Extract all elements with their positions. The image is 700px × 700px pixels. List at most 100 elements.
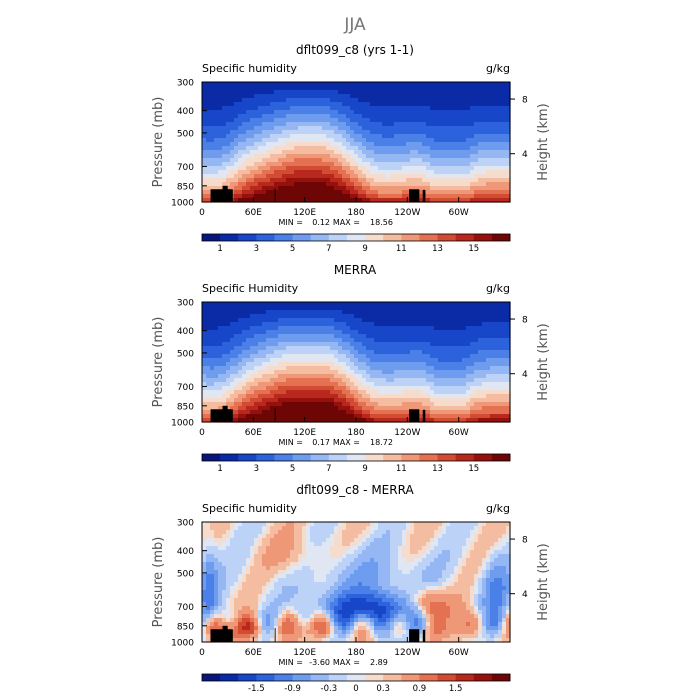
field-cell <box>366 166 371 171</box>
field-cell <box>210 398 215 403</box>
colorbar-swatch <box>310 234 330 241</box>
field-cell <box>238 374 243 379</box>
field-cell <box>386 366 391 371</box>
field-cell <box>326 182 331 187</box>
field-cell <box>310 366 315 371</box>
field-cell <box>278 346 283 351</box>
field-cell <box>226 334 231 339</box>
field-cell <box>338 358 343 363</box>
field-cell <box>238 94 243 99</box>
field-cell <box>234 138 239 143</box>
field-cell <box>398 406 403 411</box>
field-cell <box>366 122 371 127</box>
field-cell <box>330 414 335 419</box>
field-cell <box>314 386 319 391</box>
field-cell <box>282 314 287 319</box>
field-cell <box>338 302 343 307</box>
field-cell <box>494 342 499 347</box>
field-cell <box>470 370 475 375</box>
field-cell <box>502 318 507 323</box>
field-cell <box>374 418 379 423</box>
field-cell <box>246 134 251 139</box>
field-cell <box>246 190 251 195</box>
field-cell <box>338 314 343 319</box>
field-cell <box>242 402 247 407</box>
field-cell <box>390 318 395 323</box>
field-cell <box>430 330 435 335</box>
field-cell <box>350 186 355 191</box>
field-cell <box>242 114 247 119</box>
field-cell <box>486 374 491 379</box>
colorbar-label: 15 <box>468 244 479 254</box>
field-cell <box>210 86 215 91</box>
field-cell <box>334 306 339 311</box>
field-cell <box>318 178 323 183</box>
field-cell <box>462 186 467 191</box>
field-cell <box>506 302 511 307</box>
field-cell <box>286 418 291 423</box>
field-cell <box>430 174 435 179</box>
field-cell <box>314 114 319 119</box>
field-cell <box>286 346 291 351</box>
field-cell <box>446 186 451 191</box>
field-cell <box>470 378 475 383</box>
field-cell <box>454 342 459 347</box>
field-cell <box>434 90 439 95</box>
field-cell <box>266 174 271 179</box>
field-cell <box>214 302 219 307</box>
field-cell <box>454 310 459 315</box>
field-cell <box>358 170 363 175</box>
field-cell <box>218 166 223 171</box>
field-cell <box>370 382 375 387</box>
field-cell <box>426 126 431 131</box>
field-cell <box>486 370 491 375</box>
field-cell <box>346 330 351 335</box>
field-cell <box>338 170 343 175</box>
field-cell <box>326 174 331 179</box>
field-cell <box>422 406 427 411</box>
field-cell <box>342 110 347 115</box>
field-cell <box>302 94 307 99</box>
field-cell <box>350 394 355 399</box>
field-cell <box>446 346 451 351</box>
field-cell <box>302 390 307 395</box>
field-cell <box>202 334 207 339</box>
field-cell <box>374 186 379 191</box>
field-cell <box>214 362 219 367</box>
field-cell <box>490 170 495 175</box>
field-cell <box>370 398 375 403</box>
field-cell <box>334 322 339 327</box>
field-cell <box>358 390 363 395</box>
field-cell <box>226 366 231 371</box>
field-cell <box>374 178 379 183</box>
field-cell <box>346 358 351 363</box>
field-cell <box>398 86 403 91</box>
field-cell <box>494 134 499 139</box>
field-cell <box>366 530 371 535</box>
field-cell <box>414 382 419 387</box>
field-cell <box>406 398 411 403</box>
field-cell <box>266 314 271 319</box>
field-cell <box>466 326 471 331</box>
field-cell <box>506 398 511 403</box>
field-cell <box>234 102 239 107</box>
field-cell <box>354 402 359 407</box>
field-cell <box>450 174 455 179</box>
field-cell <box>394 198 399 203</box>
field-cell <box>438 378 443 383</box>
field-cell <box>458 350 463 355</box>
field-cell <box>246 342 251 347</box>
field-cell <box>402 114 407 119</box>
field-cell <box>502 138 507 143</box>
field-cell <box>306 530 311 535</box>
field-cell <box>326 306 331 311</box>
field-cell <box>310 170 315 175</box>
field-cell <box>298 394 303 399</box>
field-cell <box>434 174 439 179</box>
field-cell <box>322 358 327 363</box>
field-cell <box>450 146 455 151</box>
field-cell <box>206 126 211 131</box>
field-cell <box>446 358 451 363</box>
field-cell <box>330 186 335 191</box>
field-cell <box>354 194 359 199</box>
